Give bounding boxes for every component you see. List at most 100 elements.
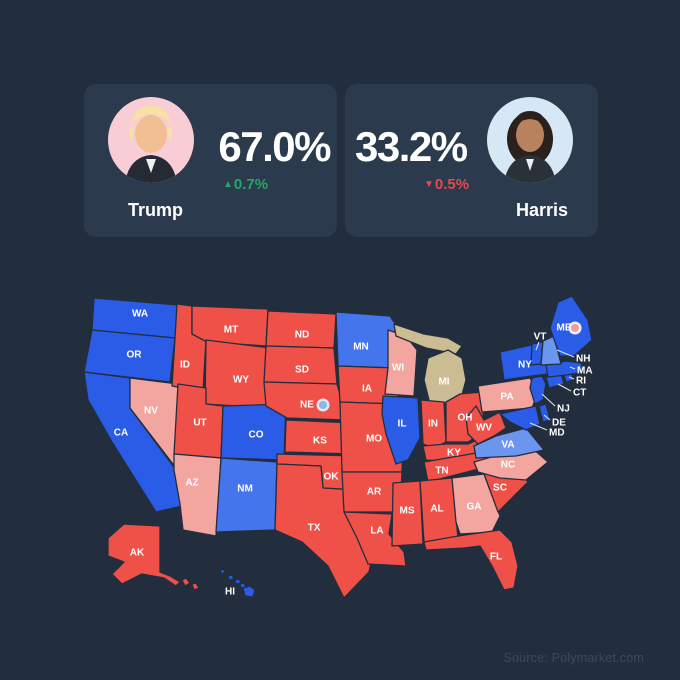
harris-change: ▼0.5% [424,176,469,193]
state-ma [545,360,585,378]
callout-line-de [543,414,551,421]
up-arrow-icon: ▲ [223,179,233,190]
state-label-sc: SC [493,483,507,494]
state-label-ia: IA [362,384,372,395]
state-label-va: VA [501,440,514,451]
state-label-la: LA [370,526,383,537]
state-ms [391,480,424,547]
state-ak [107,523,181,587]
district-marker-ne [319,401,327,409]
state-label-ky: KY [447,448,461,459]
callout-line-nj [541,393,556,407]
state-label-az: AZ [185,478,198,489]
callout-line-md [529,422,548,431]
down-arrow-icon: ▼ [424,179,434,190]
state-label-wi: WI [392,363,404,374]
state-label-vt: VT [534,332,547,343]
state-label-ma: MA [577,366,593,377]
state-il [381,395,421,465]
state-label-in: IN [428,419,438,430]
state-az [173,453,222,537]
trump-change: ▲0.7% [223,176,268,193]
state-label-nh: NH [576,354,590,365]
state-label-hi: HI [225,587,235,598]
state-label-wa: WA [132,309,148,320]
district-marker-me [571,324,579,332]
state-hi [234,578,242,585]
trump-portrait-icon [125,106,177,183]
state-label-tx: TX [308,523,321,534]
harris-name-label: Harris [515,200,568,220]
callout-line-ma [569,366,576,370]
state-label-ct: CT [573,388,586,399]
state-label-md: MD [549,428,565,439]
state-label-ks: KS [313,436,327,447]
us-states-map: WA OR CA NV ID MT WY UT CO AZ NM ND SD NE KS OK TX MN IA MO… [83,295,593,599]
state-label-ga: GA [467,502,482,513]
state-label-ri: RI [576,376,586,387]
state-label-il: IL [398,419,407,430]
state-label-mt: MT [224,325,238,336]
state-label-nv: NV [144,406,158,417]
state-label-ms: MS [400,506,415,517]
state-label-mo: MO [366,434,382,445]
state-la [343,511,407,567]
source-note: Source: Polymarket.com [503,651,644,665]
state-hi [227,574,235,581]
harris-card: 33.2% ▼0.5% Harris [345,84,598,237]
state-label-al: AL [430,504,443,515]
state-label-tn: TN [435,466,448,477]
state-label-nc: NC [501,460,515,471]
state-label-me: ME [557,323,572,334]
harris-percent: 33.2% [355,123,468,170]
harris-avatar [487,97,573,183]
state-label-wv: WV [476,423,492,434]
state-label-mi: MI [438,377,449,388]
state-label-id: ID [180,360,190,371]
state-label-ar: AR [367,487,382,498]
state-fl [423,529,519,591]
state-nm [215,457,278,533]
state-label-co: CO [249,430,264,441]
state-label-pa: PA [500,392,513,403]
state-label-ok: OK [324,472,340,483]
state-label-nm: NM [237,484,253,495]
state-ak [181,577,191,587]
state-ak [191,582,200,591]
state-hi [219,568,226,575]
trump-percent: 67.0% [218,123,331,170]
state-md [499,405,541,431]
state-label-nd: ND [295,330,309,341]
state-nh [540,335,562,366]
state-or [83,329,176,383]
state-label-ak: AK [130,548,145,559]
callout-line-ct [557,383,572,392]
state-label-wy: WY [233,375,249,386]
state-label-ny: NY [518,360,532,371]
state-label-ut: UT [193,418,206,429]
state-va [473,427,545,459]
state-label-oh: OH [458,413,473,424]
harris-change-value: 0.5% [434,176,470,193]
callout-line-nh [556,349,575,358]
trump-avatar [108,97,194,183]
state-label-mn: MN [353,342,369,353]
state-label-fl: FL [490,552,502,563]
state-label-ca: CA [114,428,128,439]
state-label-sd: SD [295,365,309,376]
callout-line-vt [535,341,540,351]
state-nj [529,375,547,405]
state-label-ne: NE [300,400,314,411]
harris-portrait-icon [504,111,556,183]
trump-card: 67.0% ▲0.7% Trump [84,84,337,237]
trump-change-value: 0.7% [233,176,269,193]
state-label-de: DE [552,418,566,429]
state-label-nj: NJ [557,404,570,415]
state-hi [242,585,256,598]
callout-line-ri [568,376,575,380]
state-mi [393,323,463,355]
state-mi [423,349,467,405]
state-label-or: OR [127,350,143,361]
trump-name-label: Trump [128,200,184,220]
